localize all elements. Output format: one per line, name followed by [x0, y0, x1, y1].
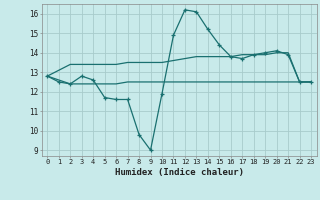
X-axis label: Humidex (Indice chaleur): Humidex (Indice chaleur)	[115, 168, 244, 177]
